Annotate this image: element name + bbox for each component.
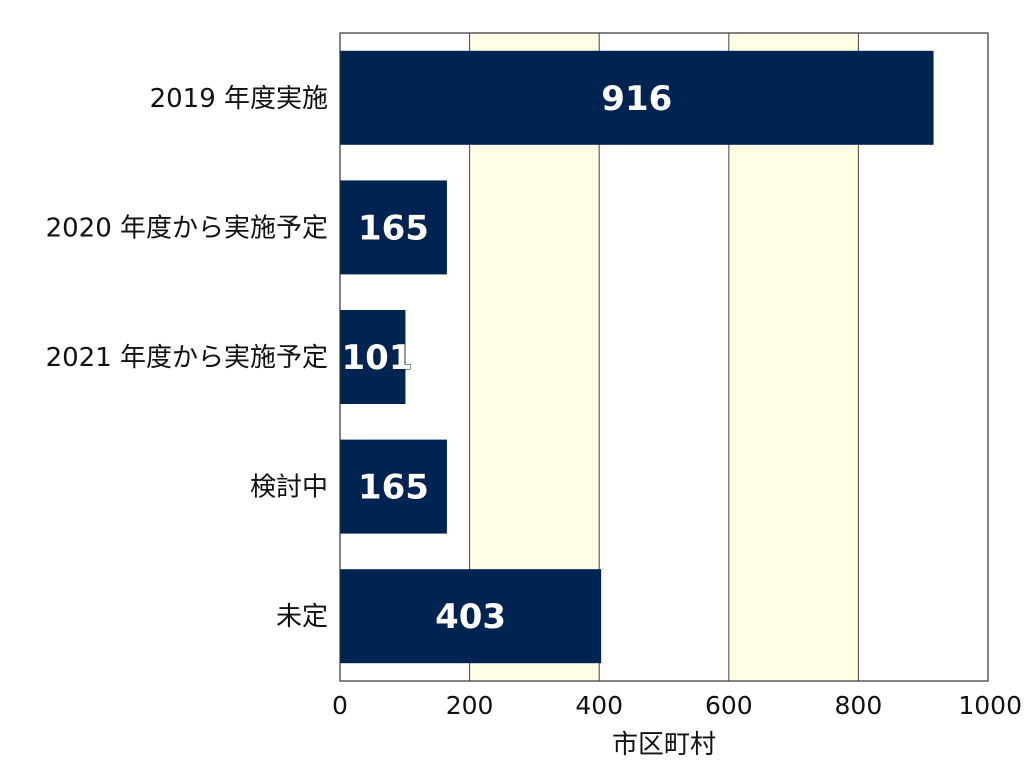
x-tick-label: 200 <box>446 691 494 720</box>
data-label: 165 <box>358 468 429 508</box>
x-tick-label: 600 <box>705 691 753 720</box>
x-tick-labels: 0 200 400 600 800 1000 <box>332 691 1022 720</box>
data-labels: 916 165 101 165 403 <box>341 78 673 637</box>
x-tick-label: 400 <box>575 691 623 720</box>
bar <box>340 50 934 145</box>
bar <box>340 439 447 534</box>
bars <box>340 50 934 664</box>
bar <box>340 180 447 275</box>
x-tick-label: 800 <box>835 691 883 720</box>
x-tick-label: 1000 <box>958 691 1022 720</box>
data-label: 403 <box>435 597 506 637</box>
plot-frame <box>339 32 989 682</box>
category-label: 2019 年度実施 <box>150 84 328 114</box>
x-tick-label: 0 <box>332 691 348 720</box>
bar <box>340 569 602 664</box>
x-axis-title: 市区町村 <box>612 730 716 760</box>
category-label: 2021 年度から実施予定 <box>46 343 328 373</box>
data-label: 101 <box>342 338 413 378</box>
data-label: 916 <box>601 79 672 119</box>
data-label: 165 <box>358 208 429 248</box>
bar <box>340 310 406 404</box>
category-label: 未定 <box>276 602 328 632</box>
category-label: 検討中 <box>250 473 328 503</box>
category-label: 2020 年度から実施予定 <box>46 213 328 243</box>
